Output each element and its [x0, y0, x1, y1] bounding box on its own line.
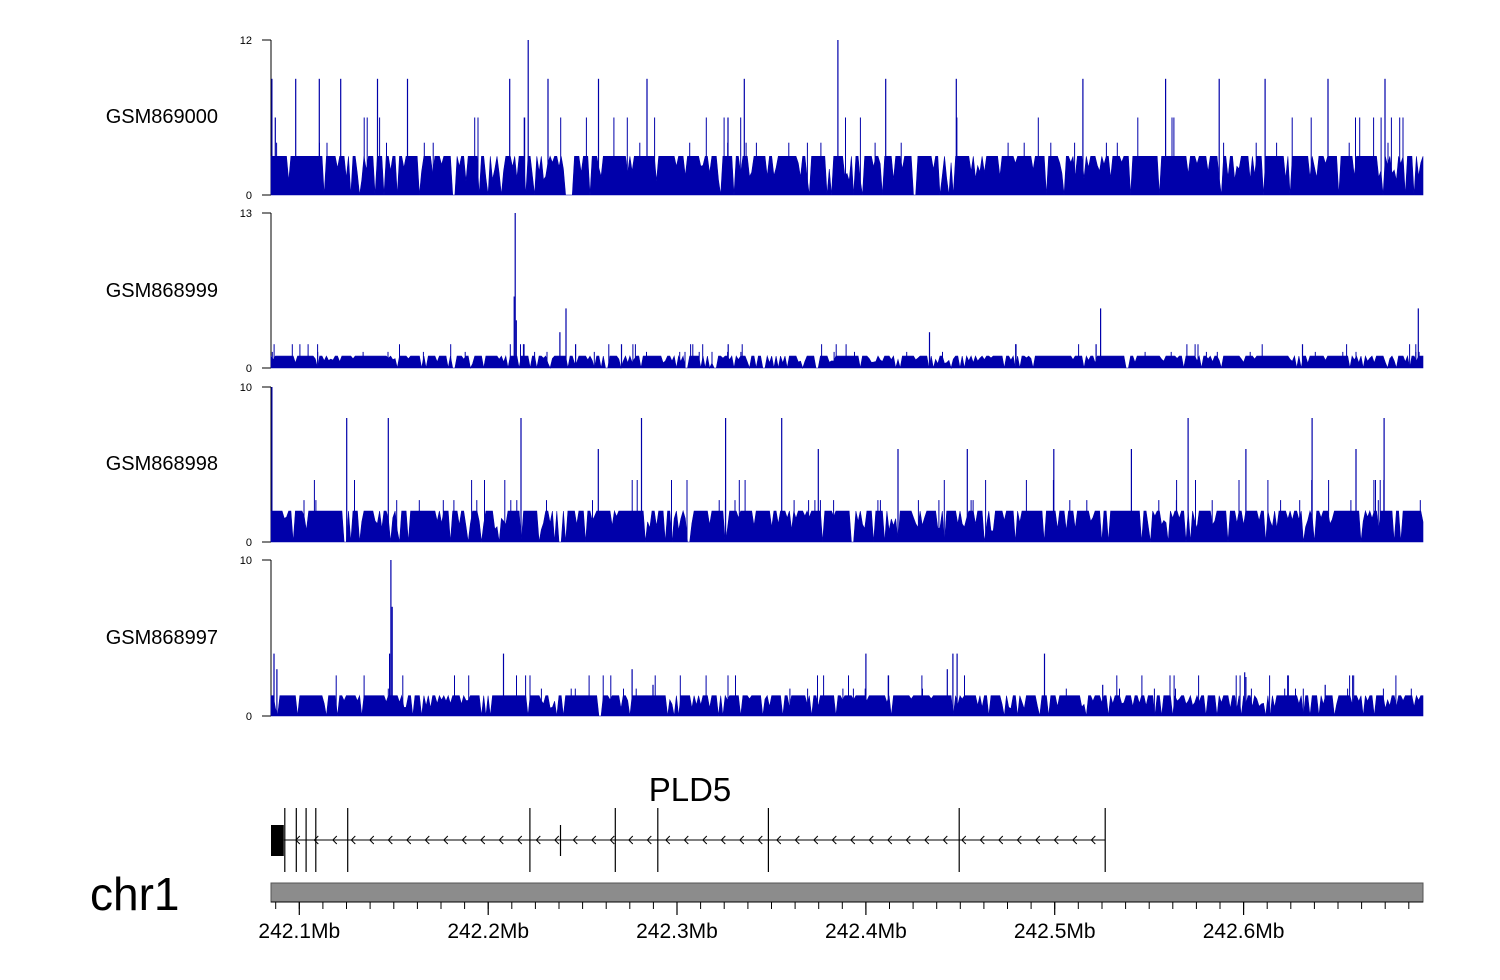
- strand-arrow: [979, 835, 985, 845]
- coverage-area: [270, 155, 1424, 196]
- x-tick-label: 242.5Mb: [1014, 920, 1096, 943]
- coverage-data: [270, 40, 1424, 196]
- strand-arrow: [554, 835, 560, 845]
- strand-arrow: [609, 835, 615, 845]
- strand-arrow: [961, 835, 967, 845]
- strand-arrow: [1072, 835, 1078, 845]
- y-tick-zero-label: 0: [246, 537, 252, 549]
- strand-arrow: [868, 835, 874, 845]
- strand-arrow: [1016, 835, 1022, 845]
- strand-arrow: [591, 835, 597, 845]
- x-tick-label: 242.2Mb: [447, 920, 529, 943]
- strand-arrow: [443, 835, 449, 845]
- strand-arrow: [424, 835, 430, 845]
- strand-arrow: [369, 835, 375, 845]
- chromosome-axis: chr1 242.1Mb 242.2Mb 242.3Mb 242.4Mb 242.5Mb…: [90, 868, 1424, 943]
- strand-arrow: [905, 835, 911, 845]
- strand-arrow: [406, 835, 412, 845]
- strand-arrow: [720, 835, 726, 845]
- y-tick-max-label: 12: [240, 35, 252, 47]
- strand-arrow: [461, 835, 467, 845]
- track-label: GSM869000: [106, 106, 218, 128]
- x-tick-label: 242.1Mb: [258, 920, 340, 943]
- strand-arrow: [1035, 835, 1041, 845]
- strand-arrow: [535, 835, 541, 845]
- strand-arrow: [1090, 835, 1096, 845]
- y-tick-zero-label: 0: [246, 190, 252, 202]
- strand-arrow: [813, 835, 819, 845]
- strand-arrow: [702, 835, 708, 845]
- strand-arrow: [628, 835, 634, 845]
- track-label: GSM868997: [106, 627, 218, 649]
- coverage-data: [270, 387, 1424, 543]
- coverage-area: [270, 694, 1424, 717]
- strand-arrows: [295, 835, 1096, 845]
- strand-arrow: [480, 835, 486, 845]
- strand-arrow: [350, 835, 356, 845]
- y-tick-zero-label: 0: [246, 363, 252, 375]
- track-gsm869000: GSM869000 12 0: [106, 35, 1424, 202]
- gene-track: PLD5: [271, 771, 1106, 872]
- y-tick-max-label: 10: [240, 555, 252, 567]
- track-gsm868998: GSM868998 10 0: [106, 382, 1424, 549]
- track-gsm868997: GSM868997 10 0: [106, 555, 1424, 723]
- strand-arrow: [665, 835, 671, 845]
- strand-arrow: [776, 835, 782, 845]
- strand-arrow: [387, 835, 393, 845]
- chromosome-label: chr1: [90, 868, 179, 920]
- x-tick-label: 242.3Mb: [636, 920, 718, 943]
- chromosome-bar: [270, 882, 1424, 903]
- strand-arrow: [831, 835, 837, 845]
- strand-arrow: [498, 835, 504, 845]
- strand-arrow: [572, 835, 578, 845]
- coverage-data: [270, 213, 1424, 370]
- coverage-area: [270, 354, 1424, 370]
- x-tick-label: 242.6Mb: [1203, 920, 1285, 943]
- strand-arrow: [794, 835, 800, 845]
- strand-arrow: [646, 835, 652, 845]
- coverage-data: [270, 560, 1424, 717]
- strand-arrow: [683, 835, 689, 845]
- strand-arrow: [313, 835, 319, 845]
- x-tick-label: 242.4Mb: [825, 920, 907, 943]
- x-axis: 242.1Mb 242.2Mb 242.3Mb 242.4Mb 242.5Mb 242.6…: [258, 901, 1423, 943]
- y-tick-max-label: 13: [240, 208, 252, 220]
- strand-arrow: [887, 835, 893, 845]
- gene-exons: [284, 808, 1106, 872]
- strand-arrow: [739, 835, 745, 845]
- strand-arrow: [295, 835, 301, 845]
- strand-arrow: [850, 835, 856, 845]
- strand-arrow: [998, 835, 1004, 845]
- strand-arrow: [517, 835, 523, 845]
- strand-arrow: [942, 835, 948, 845]
- strand-arrow: [332, 835, 338, 845]
- track-label: GSM868999: [106, 280, 218, 302]
- strand-arrow: [757, 835, 763, 845]
- track-gsm868999: GSM868999 13 0: [106, 208, 1424, 375]
- track-label: GSM868998: [106, 453, 218, 475]
- gene-coding-exon: [271, 825, 284, 856]
- coverage-area: [270, 509, 1424, 543]
- strand-arrow: [1053, 835, 1059, 845]
- gene-name-label: PLD5: [649, 771, 732, 808]
- strand-arrow: [924, 835, 930, 845]
- y-tick-max-label: 10: [240, 382, 252, 394]
- y-tick-zero-label: 0: [246, 711, 252, 723]
